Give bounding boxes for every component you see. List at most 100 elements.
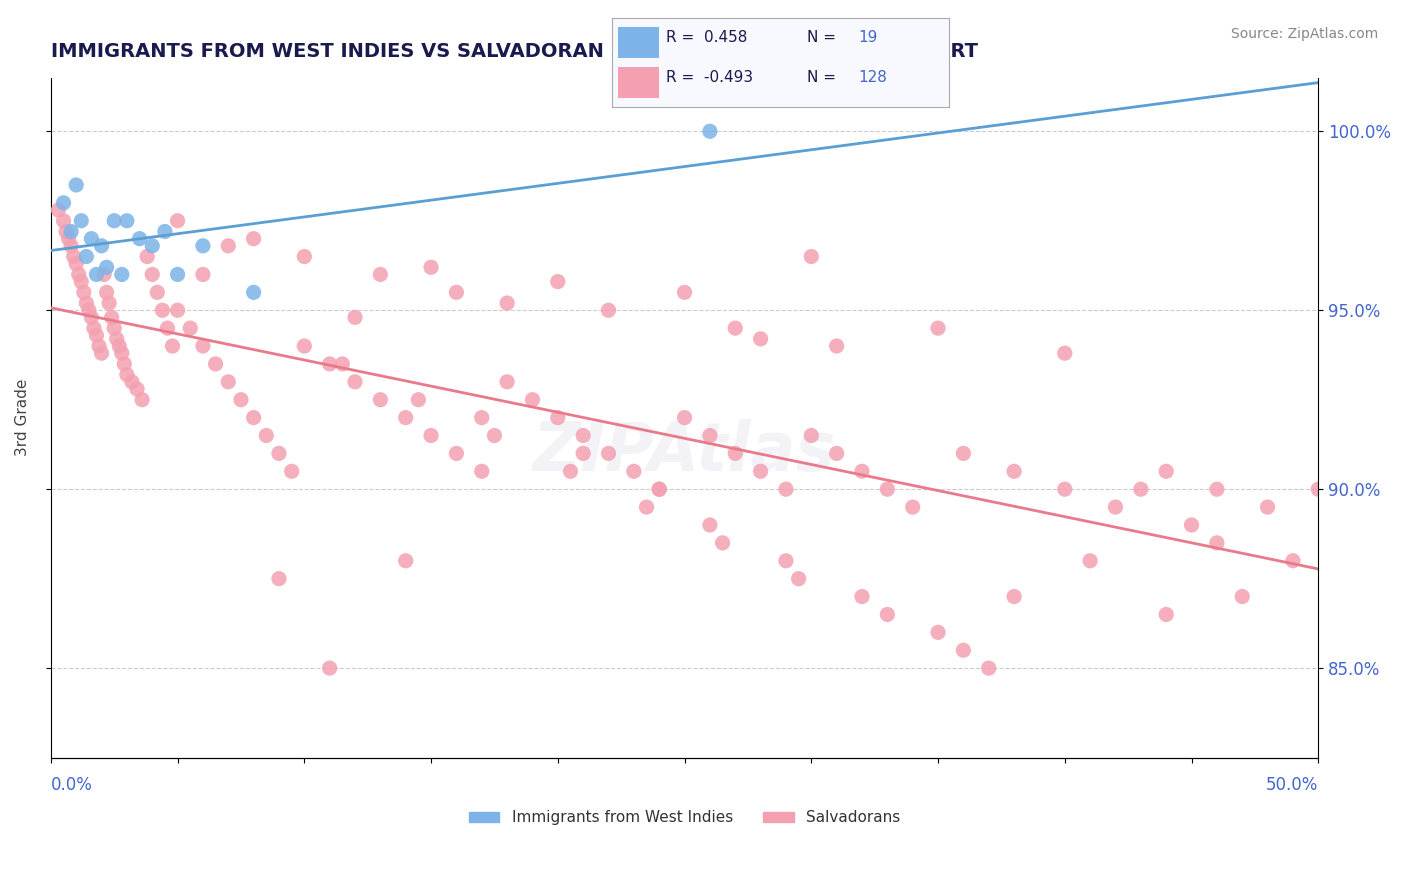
Point <box>191 268 214 282</box>
Point <box>141 239 163 253</box>
Point <box>90 346 112 360</box>
Text: ZIPAtlas: ZIPAtlas <box>533 418 837 484</box>
Point <box>111 346 134 360</box>
Point <box>1154 607 1177 622</box>
Point <box>166 303 188 318</box>
Point <box>121 375 143 389</box>
Point <box>471 464 494 478</box>
Point <box>242 232 264 246</box>
Point <box>191 239 214 253</box>
Point <box>191 339 214 353</box>
Point <box>851 464 873 478</box>
Point <box>1053 482 1076 496</box>
Point <box>67 268 90 282</box>
Point <box>547 410 569 425</box>
Point <box>1257 500 1279 514</box>
Point <box>420 428 443 442</box>
Text: 50.0%: 50.0% <box>1265 775 1319 794</box>
Point <box>80 310 103 325</box>
Point <box>927 625 949 640</box>
Point <box>699 124 721 138</box>
Point <box>267 572 290 586</box>
Point <box>800 250 823 264</box>
Point <box>572 446 595 460</box>
Point <box>977 661 1000 675</box>
Point <box>65 178 87 192</box>
Point <box>128 232 150 246</box>
Point <box>153 225 176 239</box>
Point <box>70 213 93 227</box>
Point <box>48 202 70 217</box>
Text: IMMIGRANTS FROM WEST INDIES VS SALVADORAN 3RD GRADE CORRELATION CHART: IMMIGRANTS FROM WEST INDIES VS SALVADORA… <box>51 42 977 61</box>
Text: 19: 19 <box>858 30 877 45</box>
Point <box>98 296 121 310</box>
Point <box>1333 572 1355 586</box>
Point <box>318 357 340 371</box>
Point <box>344 310 367 325</box>
Point <box>876 482 898 496</box>
Point <box>395 554 418 568</box>
Point <box>58 232 80 246</box>
Point <box>280 464 302 478</box>
Point <box>52 213 75 227</box>
Point <box>100 310 122 325</box>
Point <box>242 285 264 300</box>
Point <box>111 268 134 282</box>
Point <box>60 239 83 253</box>
Point <box>825 339 848 353</box>
Point <box>65 257 87 271</box>
Point <box>292 339 315 353</box>
Point <box>484 428 506 442</box>
Point <box>87 339 110 353</box>
Point <box>96 285 118 300</box>
Point <box>1180 518 1202 533</box>
Point <box>70 275 93 289</box>
Point <box>330 357 353 371</box>
Point <box>1129 482 1152 496</box>
Point <box>598 303 620 318</box>
Text: R =  0.458: R = 0.458 <box>665 30 747 45</box>
Point <box>86 328 108 343</box>
Point <box>103 321 125 335</box>
Point <box>636 500 658 514</box>
Point <box>851 590 873 604</box>
Point <box>775 482 797 496</box>
Point <box>547 275 569 289</box>
Point <box>136 250 159 264</box>
Point <box>1282 554 1305 568</box>
Point <box>724 446 747 460</box>
Point <box>370 392 392 407</box>
Point <box>1308 482 1330 496</box>
Point <box>749 332 772 346</box>
Point <box>318 661 340 675</box>
Point <box>242 410 264 425</box>
Point <box>673 285 696 300</box>
Point <box>522 392 544 407</box>
Point <box>1232 590 1254 604</box>
Point <box>446 285 468 300</box>
Point <box>1002 590 1025 604</box>
Point <box>55 225 77 239</box>
Point <box>699 518 721 533</box>
Point <box>344 375 367 389</box>
Point <box>267 446 290 460</box>
Point <box>952 643 974 657</box>
Point <box>560 464 582 478</box>
Point <box>876 607 898 622</box>
Point <box>800 428 823 442</box>
Point <box>150 303 173 318</box>
Point <box>90 239 112 253</box>
Point <box>229 392 252 407</box>
Point <box>115 213 138 227</box>
Text: 128: 128 <box>858 70 887 85</box>
Point <box>80 232 103 246</box>
Text: R =  -0.493: R = -0.493 <box>665 70 752 85</box>
Point <box>83 321 105 335</box>
Point <box>952 446 974 460</box>
Point <box>775 554 797 568</box>
Point <box>1053 346 1076 360</box>
Point <box>901 500 924 514</box>
Point <box>648 482 671 496</box>
Point <box>395 410 418 425</box>
Point <box>446 446 468 460</box>
